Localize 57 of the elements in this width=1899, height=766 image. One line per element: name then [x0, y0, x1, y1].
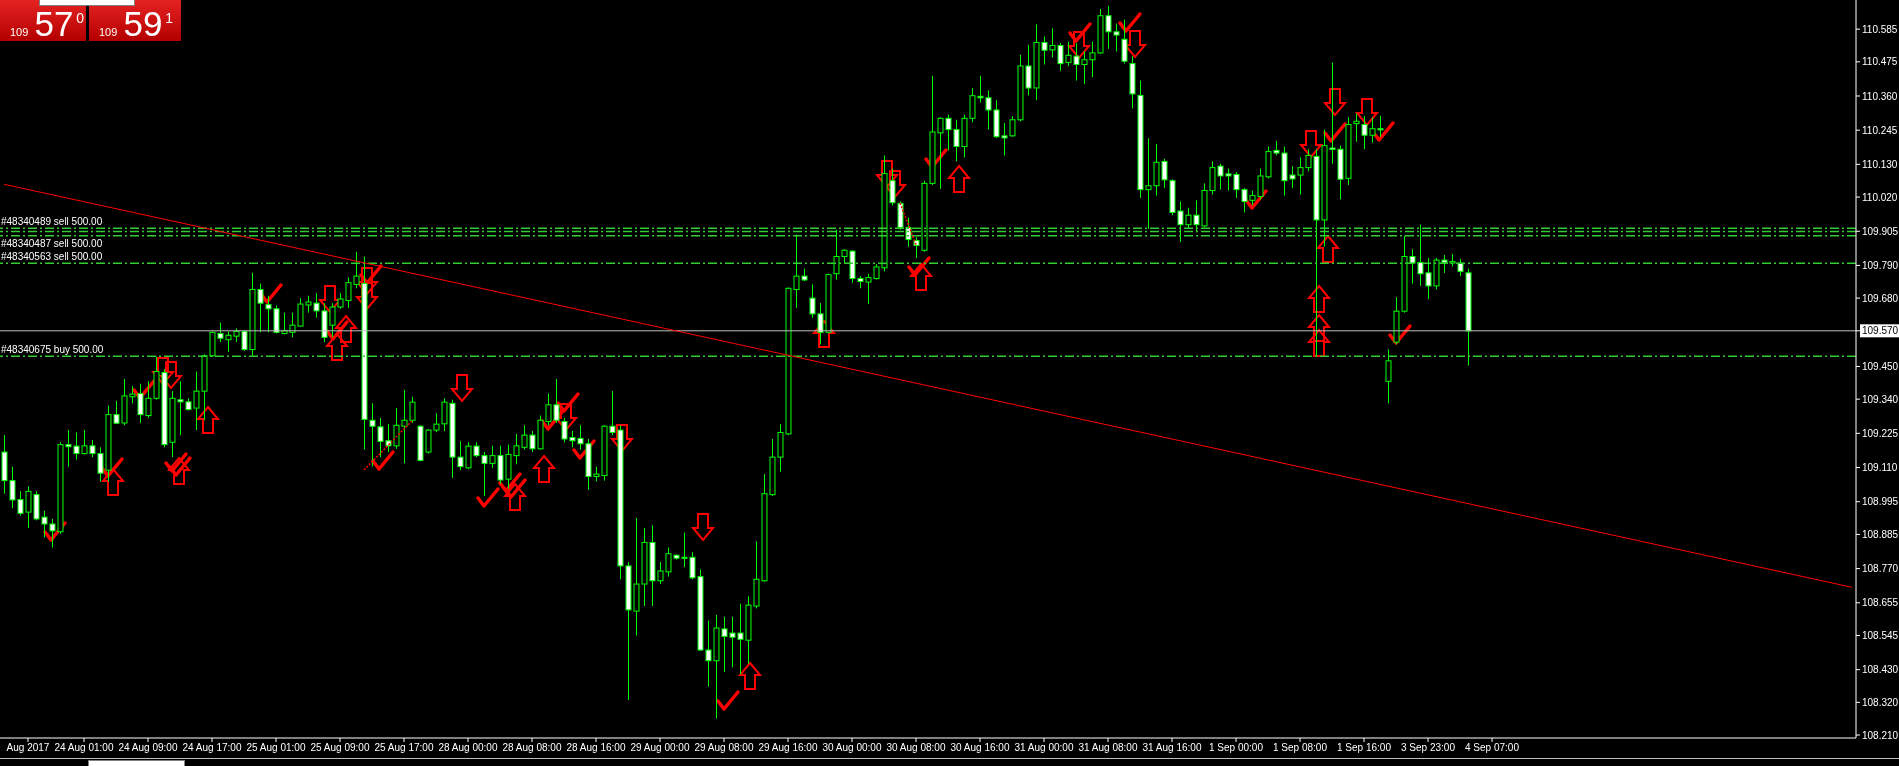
- candlestick: [1353, 113, 1360, 143]
- x-tick-label: 24 Aug 17:00: [182, 742, 242, 754]
- x-tick-label: 30 Aug 16:00: [950, 742, 1010, 754]
- x-tick-label: Aug 2017: [6, 742, 50, 754]
- candlestick: [1121, 19, 1128, 65]
- y-tick-label: 108.430: [1862, 664, 1899, 676]
- y-tick-label: 108.320: [1862, 696, 1899, 708]
- x-tick-label: 30 Aug 08:00: [886, 742, 946, 754]
- x-tick-label: 1 Sep 00:00: [1209, 742, 1264, 754]
- button: 109 57$^{0}$: [0, 0, 86, 41]
- x-tick-label: 29 Aug 00:00: [630, 742, 690, 754]
- y-tick-label: 108.210: [1862, 729, 1899, 741]
- y-tick-label: 108.885: [1862, 528, 1899, 540]
- x-tick-label: 1 Sep 16:00: [1337, 742, 1392, 754]
- y-tick-label: 108.655: [1862, 597, 1899, 609]
- annotation: 109 59$^{1}$: [99, 4, 174, 43]
- y-tick-label: 108.770: [1862, 563, 1899, 575]
- x-tick-label: 31 Aug 00:00: [1014, 742, 1074, 754]
- y-tick-label: 109.110: [1862, 462, 1898, 474]
- ref-line-label: #48340563 sell 500.00: [1, 251, 103, 263]
- annotation: 109 57$^{0}$: [10, 4, 85, 43]
- candlestick: [1385, 349, 1392, 404]
- x-tick-label: 29 Aug 16:00: [758, 742, 818, 754]
- ref-line-label: #48340487 sell 500.00: [1, 237, 103, 249]
- x-tick-label: 30 Aug 00:00: [822, 742, 882, 754]
- x-tick-label: 31 Aug 16:00: [1142, 742, 1202, 754]
- x-tick-label: 24 Aug 09:00: [118, 742, 178, 754]
- y-tick-label: 109.905: [1862, 225, 1899, 237]
- x-tick-label: 28 Aug 16:00: [566, 742, 626, 754]
- x-tick-label: 25 Aug 01:00: [246, 742, 306, 754]
- y-tick-label: 110.130: [1862, 158, 1898, 170]
- x-tick-label: 29 Aug 08:00: [694, 742, 754, 754]
- x-tick-label: 28 Aug 08:00: [502, 742, 562, 754]
- button: 109 59$^{1}$: [89, 0, 181, 41]
- x-tick-label: 1 Sep 08:00: [1273, 742, 1328, 754]
- y-tick-label: 110.360: [1862, 90, 1898, 102]
- ref-line-label: #48340675 buy 500.00: [1, 344, 104, 356]
- ref-line-label: #48340489 sell 500.00: [1, 216, 103, 228]
- y-tick-label: 110.475: [1862, 56, 1898, 68]
- y-tick-label: 109.790: [1862, 259, 1899, 271]
- x-tick-label: 28 Aug 00:00: [438, 742, 498, 754]
- y-tick-label: 110.585: [1862, 23, 1898, 35]
- x-tick-label: 4 Sep 07:00: [1465, 742, 1520, 754]
- y-tick-label: 110.020: [1862, 191, 1898, 203]
- x-tick-label: 24 Aug 01:00: [54, 742, 114, 754]
- y-tick-label: 109.680: [1862, 292, 1899, 304]
- y-tick-label: 109.340: [1862, 393, 1899, 405]
- x-tick-label: 25 Aug 09:00: [310, 742, 370, 754]
- y-tick-label: 110.245: [1862, 124, 1898, 136]
- y-tick-label: 108.995: [1862, 496, 1899, 508]
- x-tick-label: 3 Sep 23:00: [1401, 742, 1456, 754]
- y-tick-label: 109.570: [1862, 325, 1899, 337]
- y-tick-label: 108.545: [1862, 629, 1899, 641]
- x-tick-label: 31 Aug 08:00: [1078, 742, 1138, 754]
- x-tick-label: 25 Aug 17:00: [374, 742, 434, 754]
- y-tick-label: 109.450: [1862, 360, 1899, 372]
- y-tick-label: 109.225: [1862, 427, 1899, 439]
